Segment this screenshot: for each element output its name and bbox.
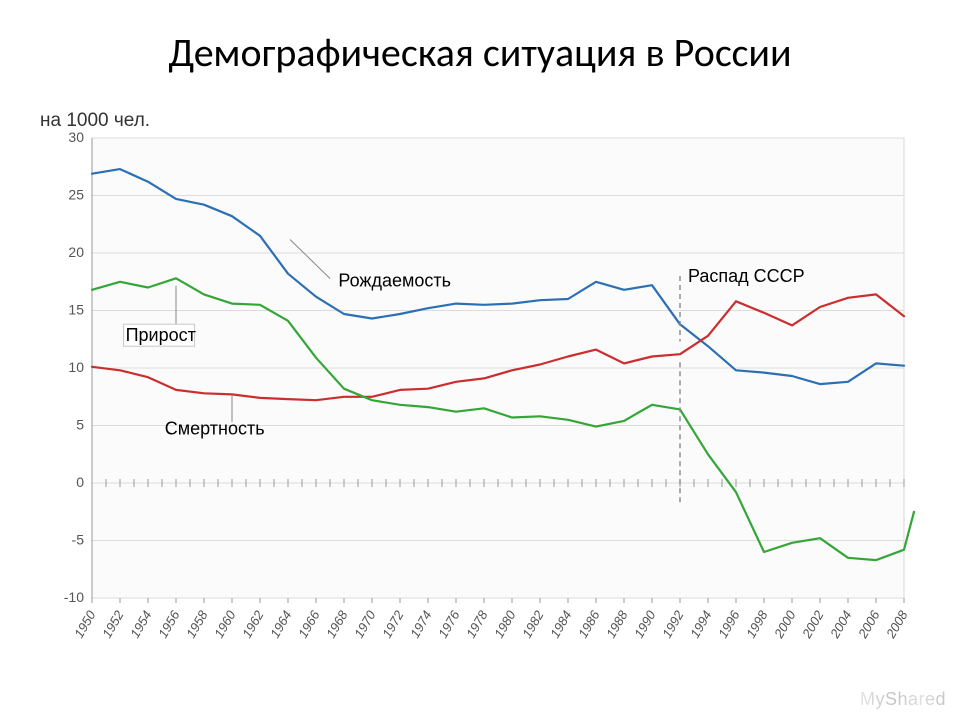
svg-text:0: 0 — [76, 474, 84, 490]
svg-text:1976: 1976 — [435, 607, 463, 640]
svg-text:1988: 1988 — [603, 607, 631, 640]
svg-text:1958: 1958 — [183, 607, 211, 640]
svg-text:2006: 2006 — [855, 607, 883, 641]
page-title: Демографическая ситуация в России — [0, 28, 960, 77]
svg-text:1952: 1952 — [99, 607, 127, 640]
watermark: MyShared — [860, 689, 946, 710]
svg-text:1990: 1990 — [631, 607, 659, 640]
svg-text:30: 30 — [68, 129, 84, 145]
svg-text:2002: 2002 — [799, 607, 827, 641]
svg-text:1980: 1980 — [491, 607, 519, 640]
svg-text:Прирост: Прирост — [126, 325, 196, 345]
svg-text:-5: -5 — [72, 532, 85, 548]
svg-text:1960: 1960 — [211, 607, 239, 640]
svg-text:1982: 1982 — [519, 607, 547, 640]
svg-text:1984: 1984 — [547, 608, 574, 641]
svg-text:15: 15 — [68, 302, 84, 318]
svg-text:5: 5 — [76, 417, 84, 433]
svg-text:2008: 2008 — [883, 607, 911, 641]
demography-chart: на 1000 чел. -10-50510152025301950195219… — [40, 110, 920, 670]
svg-text:1966: 1966 — [295, 607, 323, 640]
svg-text:25: 25 — [68, 187, 84, 203]
svg-text:1950: 1950 — [71, 607, 99, 640]
svg-text:1992: 1992 — [659, 607, 687, 640]
svg-text:1996: 1996 — [715, 607, 743, 640]
svg-text:Рождаемость: Рождаемость — [338, 271, 451, 291]
svg-text:10: 10 — [68, 359, 84, 375]
svg-text:Смертность: Смертность — [165, 419, 265, 439]
svg-text:1970: 1970 — [351, 607, 379, 640]
svg-text:Распад СССР: Распад СССР — [688, 266, 805, 286]
svg-text:1998: 1998 — [743, 607, 771, 640]
svg-text:1972: 1972 — [379, 607, 407, 640]
svg-text:1986: 1986 — [575, 607, 603, 640]
svg-text:1978: 1978 — [463, 607, 491, 640]
svg-text:2000: 2000 — [771, 607, 799, 641]
svg-text:2004: 2004 — [827, 608, 855, 641]
svg-text:1968: 1968 — [323, 607, 351, 640]
svg-text:20: 20 — [68, 244, 84, 260]
svg-text:1962: 1962 — [239, 607, 267, 640]
svg-text:1974: 1974 — [407, 608, 434, 641]
svg-text:-10: -10 — [64, 589, 84, 605]
svg-text:1994: 1994 — [687, 608, 714, 641]
svg-text:1956: 1956 — [155, 607, 183, 640]
svg-text:1954: 1954 — [127, 608, 154, 641]
svg-text:1964: 1964 — [267, 608, 294, 641]
